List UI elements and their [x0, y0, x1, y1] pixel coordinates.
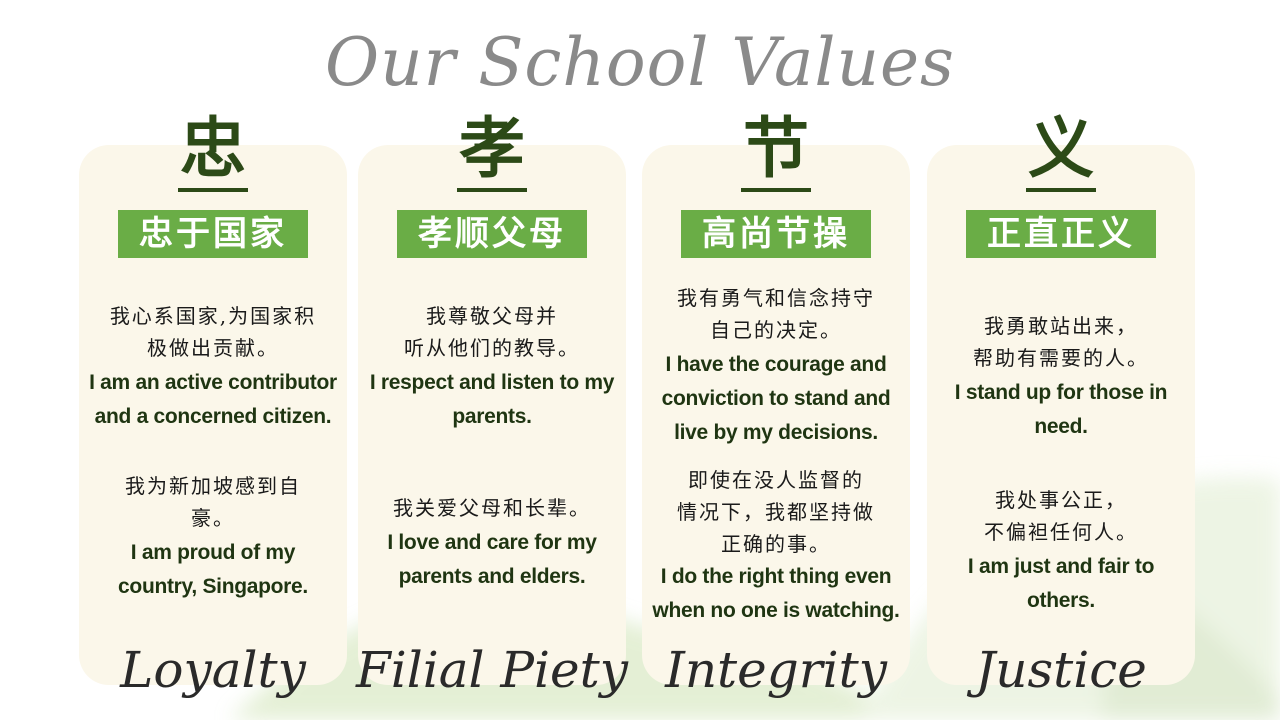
value-name: Integrity [665, 641, 887, 699]
english-text-line: country, Singapore. [118, 575, 308, 598]
chinese-text-line: 听从他们的教导。 [404, 336, 580, 360]
english-text-line: I have the courage and [665, 353, 887, 376]
value-character: 孝 [358, 108, 626, 192]
chinese-text-line: 即使在没人监督的 [688, 468, 864, 492]
page-title: Our School Values [325, 24, 955, 101]
value-description: 我为新加坡感到自 豪。 I am proud of my country, Si… [79, 470, 347, 604]
english-text-line: others. [1027, 589, 1095, 612]
english-text-line: I am an active contributor [89, 371, 337, 394]
chinese-text-line: 我为新加坡感到自 [125, 474, 301, 498]
english-text-line: conviction to stand and [661, 387, 891, 410]
value-description: 我处事公正， 不偏袒任何人。 I am just and fair to oth… [927, 484, 1195, 618]
value-description: 即使在没人监督的 情况下，我都坚持做 正确的事。 I do the right … [642, 464, 910, 628]
value-character: 忠 [79, 108, 347, 192]
chinese-text-line: 自己的决定。 [710, 318, 842, 342]
chinese-text-line: 豪。 [191, 506, 235, 530]
english-text-line: need. [1034, 415, 1088, 438]
chinese-text-line: 我有勇气和信念持守 [677, 286, 875, 310]
english-text-line: I do the right thing even [660, 565, 892, 588]
english-text-line: parents. [452, 405, 532, 428]
value-character: 节 [642, 108, 910, 192]
english-text-line: I am just and fair to [967, 555, 1155, 578]
chinese-text-line: 我关爱父母和长辈。 [393, 496, 591, 520]
value-name: Filial Piety [356, 641, 628, 699]
english-text-line: I stand up for those in [954, 381, 1168, 404]
chinese-text-line: 帮助有需要的人。 [973, 346, 1149, 370]
value-name: Loyalty [120, 641, 306, 699]
value-tag: 正直正义 [966, 210, 1156, 258]
chinese-text-line: 我心系国家,为国家积 [109, 304, 317, 328]
chinese-text-line: 极做出贡献。 [147, 336, 279, 360]
value-tag: 高尚节操 [681, 210, 871, 258]
value-tag: 孝顺父母 [397, 210, 587, 258]
value-description: 我心系国家,为国家积 极做出贡献。 I am an active contrib… [79, 300, 347, 434]
value-character: 义 [927, 108, 1195, 192]
value-description: 我勇敢站出来， 帮助有需要的人。 I stand up for those in… [927, 310, 1195, 444]
english-text-line: when no one is watching. [652, 599, 900, 622]
english-text-line: I am proud of my [130, 541, 296, 564]
english-text-line: and a concerned citizen. [94, 405, 332, 428]
english-text-line: live by my decisions. [674, 421, 878, 444]
value-description: 我有勇气和信念持守 自己的决定。 I have the courage and … [642, 282, 910, 450]
value-description: 我尊敬父母并 听从他们的教导。 I respect and listen to … [358, 300, 626, 434]
value-description: 我关爱父母和长辈。 I love and care for my parents… [358, 492, 626, 594]
chinese-text-line: 情况下，我都坚持做 [677, 500, 875, 524]
english-text-line: I respect and listen to my [369, 371, 615, 394]
chinese-text-line: 正确的事。 [721, 532, 831, 556]
chinese-text-line: 我处事公正， [995, 488, 1127, 512]
chinese-text-line: 我尊敬父母并 [426, 304, 558, 328]
value-name: Justice [975, 641, 1147, 699]
english-text-line: I love and care for my [387, 531, 597, 554]
english-text-line: parents and elders. [398, 565, 586, 588]
value-tag: 忠于国家 [118, 210, 308, 258]
chinese-text-line: 不偏袒任何人。 [984, 520, 1138, 544]
chinese-text-line: 我勇敢站出来， [984, 314, 1138, 338]
